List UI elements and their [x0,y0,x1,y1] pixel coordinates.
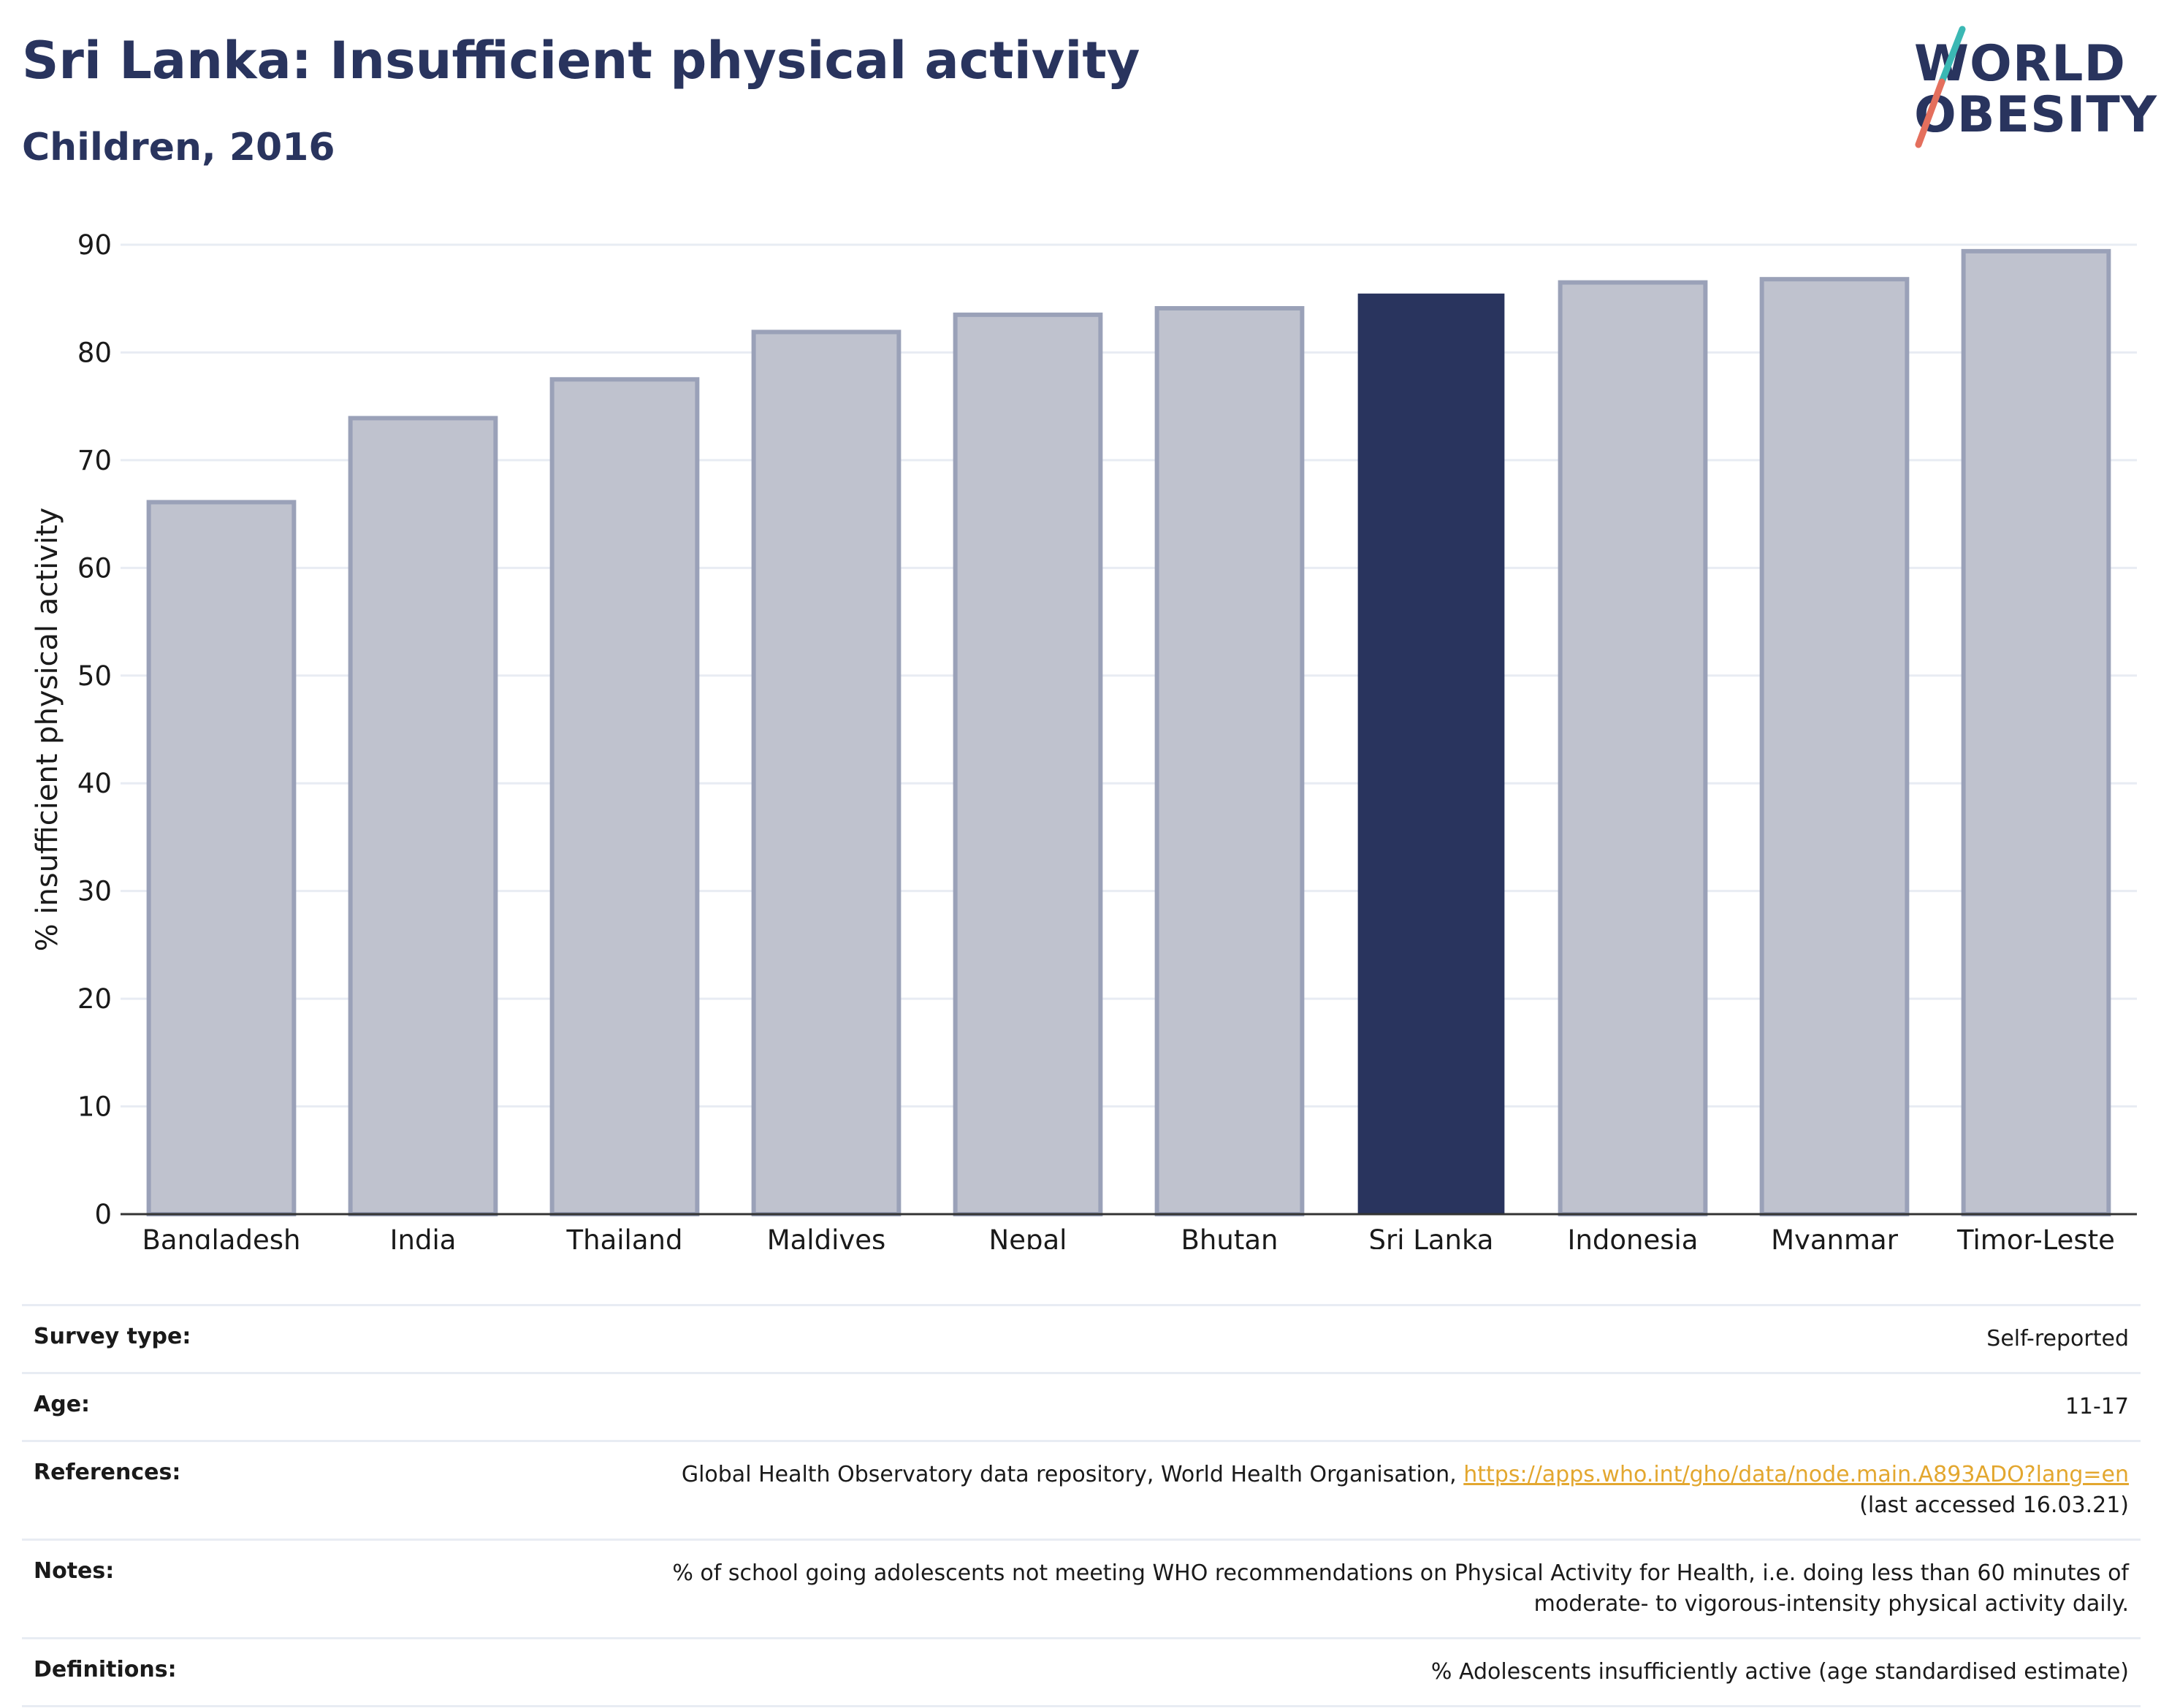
x-tick-label-indonesia: Indonesia [1568,1224,1699,1249]
bar-thailand [549,377,700,1216]
bar-maldives [751,329,902,1216]
reference-link[interactable]: https://apps.who.int/gho/data/node.main.… [1463,1462,2129,1487]
x-tick-label-thailand: Thailand [566,1224,683,1249]
x-tick-label-myanmar: Myanmar [1771,1224,1899,1249]
x-tick-label-sri-lanka: Sri Lanka [1369,1224,1494,1249]
survey-type-value: Self-reported [1986,1326,2129,1351]
y-tick-label-40: 40 [77,768,112,799]
y-tick-label-30: 30 [77,876,112,907]
logo-slash-icon [1915,26,1966,148]
bar-nepal [953,312,1103,1217]
references-text: Global Health Observatory data repositor… [681,1462,1457,1487]
world-obesity-logo: WORLD OBESITY [1899,22,2157,161]
x-tick-label-timor-leste: Timor-Leste [1956,1224,2115,1249]
definitions-value: % Adolescents insufficiently active (age… [1430,1659,2129,1685]
age-label: Age: [34,1392,91,1417]
y-tick-label-80: 80 [77,337,112,368]
x-tick-label-nepal: Nepal [989,1224,1067,1249]
references-value: Global Health Observatory data repositor… [682,1460,2129,1521]
survey-type-label: Survey type: [34,1324,191,1349]
references-label: References: [34,1460,181,1485]
bar-bhutan [1154,305,1305,1217]
age-value: 11-17 [2065,1394,2129,1419]
y-tick-label-70: 70 [77,445,112,476]
bar-timor-leste [1961,248,2111,1216]
y-tick-label-90: 90 [77,229,112,261]
bar-chart: 0 10 20 30 40 50 60 70 80 90 % insufficient physic… [0,175,2161,1249]
y-axis-label: % insufficient physical activity [31,508,64,952]
bar-bangladesh [146,500,297,1216]
definitions-label: Definitions: [34,1657,177,1682]
x-tick-label-bhutan: Bhutan [1181,1224,1278,1249]
chart-subtitle: Children, 2016 [22,126,335,169]
info-row-notes: Notes: % of school going adolescents not… [22,1539,2141,1637]
y-tick-label-50: 50 [77,660,112,692]
info-row-definitions: Definitions: % Adolescents insufficientl… [22,1637,2141,1707]
notes-value: % of school going adolescents not meetin… [672,1558,2129,1620]
bar-myanmar [1759,277,1910,1216]
y-tick-label-60: 60 [77,552,112,584]
notes-line-1: % of school going adolescents not meetin… [672,1560,2129,1586]
bar-indonesia [1558,280,1708,1216]
chart-svg: 0 10 20 30 40 50 60 70 80 90 % insufficient physic… [31,229,2137,1249]
bar-india [348,416,498,1217]
notes-label: Notes: [34,1558,115,1584]
chart-title: Sri Lanka: Insufficient physical activit… [22,31,1140,91]
y-tick-label-0: 0 [94,1199,112,1230]
y-tick-label-10: 10 [77,1091,112,1123]
info-row-references: References: Global Health Observatory da… [22,1440,2141,1539]
references-accessed: (last accessed 16.03.21) [1859,1492,2129,1518]
y-tick-label-20: 20 [77,983,112,1015]
bar-sri-lanka [1357,293,1505,1215]
x-tick-label-bangladesh: Bangladesh [142,1224,301,1249]
x-tick-label-india: India [390,1224,457,1249]
info-row-age: Age: 11-17 [22,1372,2141,1440]
notes-line-2: moderate- to vigorous-intensity physical… [1533,1591,2129,1617]
x-tick-label-maldives: Maldives [767,1224,886,1249]
info-table: Survey type: Self-reported Age: 11-17 Re… [22,1304,2141,1707]
info-row-survey-type: Survey type: Self-reported [22,1304,2141,1372]
logo-text-obesity: OBESITY [1914,86,2157,144]
